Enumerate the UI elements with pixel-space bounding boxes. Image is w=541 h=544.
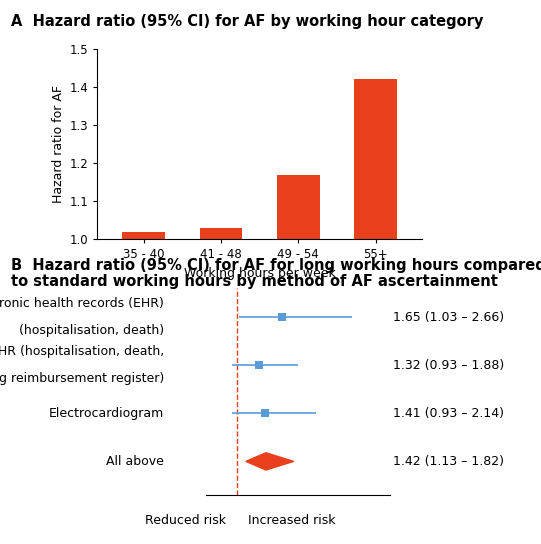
- Y-axis label: Hazard ratio for AF: Hazard ratio for AF: [52, 85, 65, 203]
- Text: B  Hazard ratio (95% CI) for AF for long working hours compared: B Hazard ratio (95% CI) for AF for long …: [11, 258, 541, 274]
- Bar: [277, 175, 320, 239]
- Text: Reduced risk: Reduced risk: [145, 514, 226, 527]
- Text: (hospitalisation, death): (hospitalisation, death): [19, 324, 164, 337]
- Text: 1.32 (0.93 – 1.88): 1.32 (0.93 – 1.88): [393, 358, 504, 372]
- Text: to standard working hours by method of AF ascertainment: to standard working hours by method of A…: [11, 274, 498, 289]
- Text: Increased risk: Increased risk: [248, 514, 335, 527]
- Text: A  Hazard ratio (95% CI) for AF by working hour category: A Hazard ratio (95% CI) for AF by workin…: [11, 14, 483, 29]
- Polygon shape: [246, 453, 294, 470]
- Text: 1.42 (1.13 – 1.82): 1.42 (1.13 – 1.82): [393, 455, 504, 468]
- Bar: [354, 79, 397, 239]
- Text: EHR (hospitalisation, death,: EHR (hospitalisation, death,: [0, 345, 164, 358]
- Text: 1.41 (0.93 – 2.14): 1.41 (0.93 – 2.14): [393, 407, 504, 420]
- Text: Electrocardiogram: Electrocardiogram: [49, 407, 164, 420]
- Bar: [122, 232, 165, 239]
- X-axis label: Working hours per week: Working hours per week: [184, 267, 335, 280]
- Text: 1.65 (1.03 – 2.66): 1.65 (1.03 – 2.66): [393, 311, 504, 324]
- Bar: [200, 228, 242, 239]
- Text: Electronic health records (EHR): Electronic health records (EHR): [0, 297, 164, 310]
- Text: drug reimbursement register): drug reimbursement register): [0, 373, 164, 386]
- Text: All above: All above: [106, 455, 164, 468]
